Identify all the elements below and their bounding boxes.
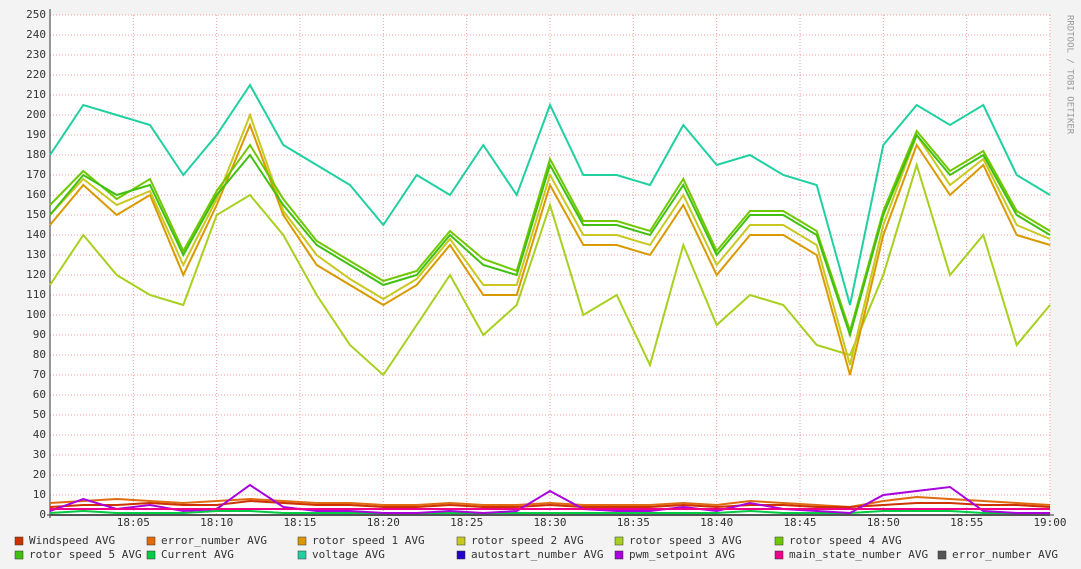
y-tick-label: 200 — [26, 108, 46, 121]
series-line — [49, 161, 1051, 377]
legend-swatch — [937, 550, 947, 560]
legend-label: error_number AVG — [161, 534, 267, 547]
legend-label: rotor speed 5 AVG — [29, 548, 142, 561]
series-line — [49, 133, 1051, 339]
legend-label: voltage AVG — [312, 548, 385, 561]
y-tick-label: 40 — [33, 428, 46, 441]
legend-swatch — [456, 536, 466, 546]
series-line — [49, 509, 1050, 514]
legend-swatch — [774, 550, 784, 560]
y-tick-label: 220 — [26, 68, 46, 81]
series-line — [49, 83, 1051, 306]
x-tick-label: 18:55 — [950, 516, 983, 529]
y-tick-label: 120 — [26, 268, 46, 281]
y-tick-label: 60 — [33, 388, 46, 401]
y-tick-label: 130 — [26, 248, 46, 261]
legend-swatch — [614, 550, 624, 560]
x-tick-label: 18:35 — [617, 516, 650, 529]
legend-swatch — [456, 550, 466, 560]
legend-label: rotor speed 3 AVG — [629, 534, 742, 547]
y-tick-label: 150 — [26, 208, 46, 221]
x-tick-label: 18:50 — [867, 516, 900, 529]
y-tick-label: 0 — [39, 508, 46, 521]
y-tick-label: 80 — [33, 348, 46, 361]
legend-swatch — [14, 550, 24, 560]
y-tick-label: 10 — [33, 488, 46, 501]
y-tick-label: 20 — [33, 468, 46, 481]
legend-label: Current AVG — [161, 548, 234, 561]
x-tick-label: 18:15 — [283, 516, 316, 529]
y-tick-label: 30 — [33, 448, 46, 461]
legend-label: rotor speed 1 AVG — [312, 534, 425, 547]
legend-swatch — [297, 550, 307, 560]
y-tick-label: 50 — [33, 408, 46, 421]
y-tick-label: 240 — [26, 28, 46, 41]
y-tick-label: 100 — [26, 308, 46, 321]
legend-label: error_number AVG — [952, 548, 1058, 561]
x-tick-label: 18:25 — [450, 516, 483, 529]
series-line — [49, 499, 1051, 509]
y-tick-label: 170 — [26, 168, 46, 181]
x-tick-label: 18:20 — [367, 516, 400, 529]
watermark: RRDTOOL / TOBI OETIKER — [1065, 15, 1075, 135]
legend-label: main_state_number AVG — [789, 548, 928, 561]
legend-label: rotor speed 4 AVG — [789, 534, 902, 547]
y-tick-label: 190 — [26, 128, 46, 141]
y-tick-label: 230 — [26, 48, 46, 61]
legend-label: autostart_number AVG — [471, 548, 603, 561]
legend-swatch — [14, 536, 24, 546]
x-tick-label: 18:05 — [117, 516, 150, 529]
series-line — [49, 122, 1051, 376]
x-tick-label: 18:10 — [200, 516, 233, 529]
y-tick-label: 250 — [26, 8, 46, 21]
legend-swatch — [146, 550, 156, 560]
y-tick-label: 160 — [26, 188, 46, 201]
series-line — [49, 129, 1051, 335]
y-tick-label: 140 — [26, 228, 46, 241]
y-tick-label: 110 — [26, 288, 46, 301]
y-tick-label: 210 — [26, 88, 46, 101]
y-tick-label: 70 — [33, 368, 46, 381]
x-tick-label: 19:00 — [1033, 516, 1066, 529]
legend-swatch — [297, 536, 307, 546]
legend-label: rotor speed 2 AVG — [471, 534, 584, 547]
legend-swatch — [614, 536, 624, 546]
legend-label: pwm_setpoint AVG — [629, 548, 735, 561]
y-tick-label: 90 — [33, 328, 46, 341]
series-line — [49, 495, 1051, 509]
legend-swatch — [146, 536, 156, 546]
legend-label: Windspeed AVG — [29, 534, 115, 547]
y-tick-label: 180 — [26, 148, 46, 161]
series-line — [49, 112, 1051, 366]
x-tick-label: 18:30 — [533, 516, 566, 529]
x-tick-label: 18:40 — [700, 516, 733, 529]
legend-swatch — [774, 536, 784, 546]
x-tick-label: 18:45 — [783, 516, 816, 529]
